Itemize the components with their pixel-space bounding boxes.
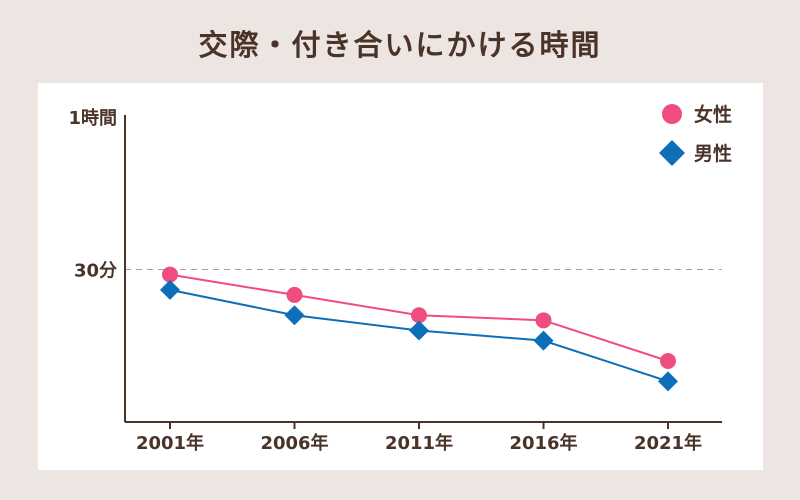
legend-label: 女性 [694, 103, 732, 126]
data-point-male [409, 320, 429, 341]
x-tick-label: 2011年 [385, 432, 453, 454]
chart-panel [38, 83, 763, 470]
data-point-male [533, 330, 554, 351]
x-tick-label: 2016年 [509, 432, 577, 454]
data-point-female [660, 353, 676, 369]
y-tick-label: 30分 [74, 261, 117, 282]
page-title: 交際・付き合いにかける時間 [198, 28, 602, 62]
x-tick-label: 2006年 [260, 432, 328, 454]
data-point-female [286, 286, 303, 303]
data-point-female [411, 307, 427, 324]
legend-marker-male [659, 140, 685, 166]
data-point-female [535, 312, 552, 329]
data-point-male [658, 371, 678, 392]
data-point-male [284, 305, 305, 326]
data-point-male [160, 279, 180, 300]
x-tick-label: 2001年 [136, 432, 204, 454]
legend-marker-female [662, 104, 682, 124]
x-tick-label: 2021年 [634, 432, 702, 454]
data-point-female [162, 266, 178, 283]
y-tick-label: 1時間 [68, 108, 117, 129]
legend-label: 男性 [694, 142, 732, 165]
